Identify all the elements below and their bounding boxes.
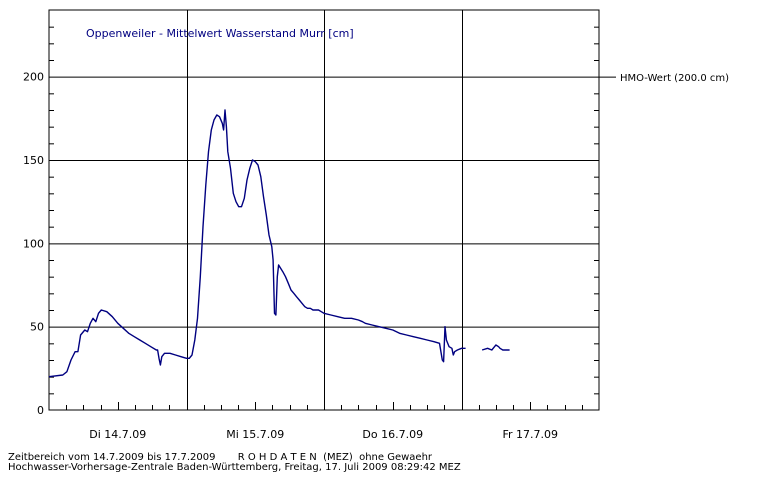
y-tick-label: 50 — [30, 321, 44, 334]
footer-line-1: Zeitbereich vom 14.7.2009 bis 17.7.2009 … — [8, 452, 433, 463]
x-tick-label: Di 14.7.09 — [89, 428, 146, 441]
series-line — [48, 109, 466, 378]
y-tick-label: 100 — [23, 237, 44, 250]
y-tick-label: 200 — [23, 71, 44, 84]
grid-layer — [49, 10, 599, 410]
reference-line-label: HMO-Wert (200.0 cm) — [620, 73, 729, 84]
footer-line-2: Hochwasser-Vorhersage-Zentrale Baden-Wür… — [8, 462, 461, 473]
label-layer: 0 50 100 150 200 Di 14.7.09 Mi 15.7.09 Do 16.7.… — [23, 71, 558, 441]
chart-title: Oppenweiler - Mittelwert Wasserstand Mur… — [86, 27, 354, 40]
x-tick-label: Fr 17.7.09 — [502, 428, 558, 441]
series-line — [481, 344, 510, 351]
y-tick-label: 150 — [23, 154, 44, 167]
x-tick-label: Do 16.7.09 — [362, 428, 423, 441]
series-layer — [48, 109, 510, 378]
y-tick-label: 0 — [37, 404, 44, 417]
x-tick-label: Mi 15.7.09 — [226, 428, 284, 441]
axis-layer — [48, 9, 616, 411]
